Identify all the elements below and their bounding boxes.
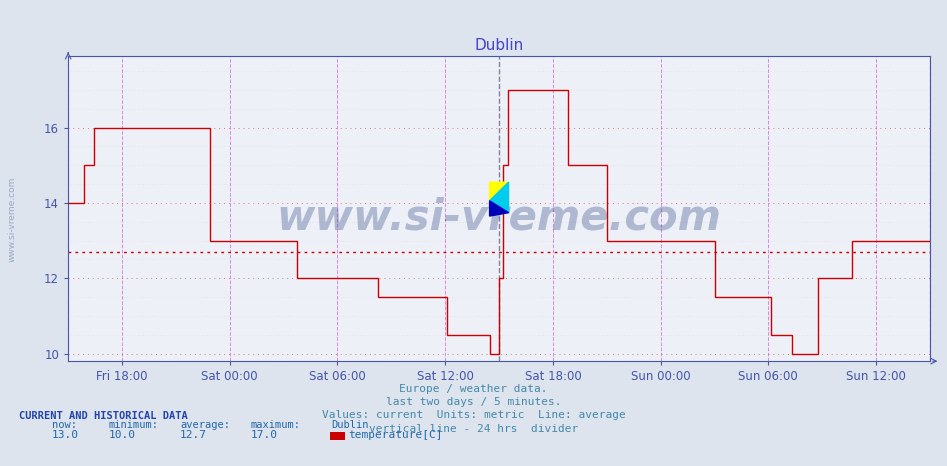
Text: 17.0: 17.0 bbox=[251, 430, 278, 439]
Text: www.si-vreme.com: www.si-vreme.com bbox=[8, 176, 17, 262]
Text: Dublin: Dublin bbox=[331, 420, 369, 430]
Title: Dublin: Dublin bbox=[474, 38, 524, 54]
Text: temperature[C]: temperature[C] bbox=[348, 430, 443, 439]
Text: average:: average: bbox=[180, 420, 230, 430]
Text: Values: current  Units: metric  Line: average: Values: current Units: metric Line: aver… bbox=[322, 411, 625, 420]
Text: www.si-vreme.com: www.si-vreme.com bbox=[277, 197, 722, 239]
Polygon shape bbox=[490, 182, 509, 201]
Text: 12.7: 12.7 bbox=[180, 430, 207, 439]
Text: minimum:: minimum: bbox=[109, 420, 159, 430]
Text: 13.0: 13.0 bbox=[52, 430, 80, 439]
Text: last two days / 5 minutes.: last two days / 5 minutes. bbox=[385, 397, 562, 407]
Text: now:: now: bbox=[52, 420, 77, 430]
Text: vertical line - 24 hrs  divider: vertical line - 24 hrs divider bbox=[369, 424, 578, 433]
Polygon shape bbox=[490, 201, 509, 216]
Polygon shape bbox=[490, 182, 509, 212]
Text: maximum:: maximum: bbox=[251, 420, 301, 430]
Text: CURRENT AND HISTORICAL DATA: CURRENT AND HISTORICAL DATA bbox=[19, 411, 188, 421]
Text: Europe / weather data.: Europe / weather data. bbox=[400, 384, 547, 394]
Text: 10.0: 10.0 bbox=[109, 430, 136, 439]
